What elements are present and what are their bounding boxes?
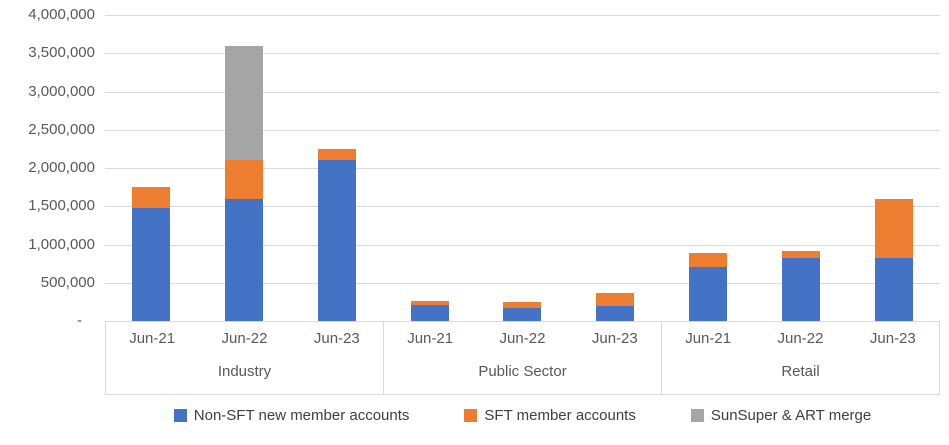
legend-swatch-icon (464, 409, 478, 422)
bar-segment (874, 198, 913, 259)
y-tick-label: 3,000,000 (28, 82, 95, 100)
x-axis-group: Jun-21 Jun-22 Jun-23 Public Sector (383, 322, 661, 394)
y-tick-label: 3,500,000 (28, 44, 95, 62)
bar-industry-jun-21 (132, 187, 171, 321)
legend-label: SunSuper & ART merge (710, 407, 872, 424)
bar-segment (317, 160, 356, 321)
bar-segment (781, 257, 820, 321)
y-tick-label: 2,500,000 (28, 120, 95, 138)
y-tick-label: 4,000,000 (28, 6, 95, 23)
month-label-row: Jun-21 Jun-22 Jun-23 (662, 322, 939, 355)
y-tick-label: - (77, 312, 82, 329)
month-label: Jun-23 (869, 330, 916, 347)
bar-segment (132, 207, 171, 321)
bar-industry-jun-23 (317, 148, 356, 321)
group-label: Retail (781, 363, 820, 380)
bar-retail-jun-21 (689, 252, 728, 321)
month-label: Jun-23 (313, 330, 360, 347)
legend-label: Non-SFT new member accounts (193, 407, 410, 424)
bar-group-public-sector (383, 15, 661, 321)
x-axis-group: Jun-21 Jun-22 Jun-23 Industry (106, 322, 383, 394)
legend: Non-SFT new member accounts SFT member ac… (105, 407, 940, 424)
bar-segment (596, 293, 635, 306)
month-label: Jun-22 (221, 330, 268, 347)
bar-segment (225, 198, 264, 321)
bar-group-retail (662, 15, 940, 321)
month-label: Jun-21 (129, 330, 176, 347)
gridline (105, 91, 940, 93)
month-label-row: Jun-21 Jun-22 Jun-23 (106, 322, 383, 355)
bar-segment (225, 46, 264, 161)
month-label: Jun-22 (777, 330, 824, 347)
bar-industry-jun-22 (225, 46, 264, 321)
bar-segment (689, 252, 728, 268)
month-label: Jun-21 (685, 330, 732, 347)
gridline (105, 129, 940, 131)
gridline (105, 15, 940, 16)
bar-segment (781, 250, 820, 258)
month-label-row: Jun-21 Jun-22 Jun-23 (384, 322, 661, 355)
legend-label: SFT member accounts (484, 407, 636, 424)
month-label: Jun-22 (499, 330, 546, 347)
bar-segment (410, 300, 449, 305)
bar-segment (503, 307, 542, 321)
bar-segment (596, 305, 635, 321)
x-axis-group: Jun-21 Jun-22 Jun-23 Retail (661, 322, 939, 394)
gridline (105, 168, 940, 169)
y-tick-label: 500,000 (40, 273, 95, 291)
bar-segment (874, 258, 913, 321)
bar-segment (225, 160, 264, 199)
plot-area (105, 15, 940, 321)
bar-segment (503, 301, 542, 308)
y-tick-label: 1,500,000 (28, 197, 95, 215)
bar-segment (317, 148, 356, 161)
legend-item: SunSuper & ART merge (690, 407, 872, 424)
gridline (105, 206, 940, 208)
legend-swatch-icon (690, 409, 704, 422)
gridline (105, 244, 940, 246)
bar-segment (132, 187, 171, 208)
bar-public-sector-jun-22 (503, 301, 542, 321)
y-tick-label: 1,000,000 (28, 235, 95, 253)
y-axis: 4,000,000 3,500,000 3,000,000 2,500,000 2,00… (0, 7, 95, 329)
group-label: Industry (217, 363, 272, 380)
gridline (105, 282, 940, 284)
bar-public-sector-jun-21 (410, 300, 449, 321)
month-label: Jun-21 (407, 330, 454, 347)
x-axis: Jun-21 Jun-22 Jun-23 Industry Jun-21 Jun-22 Ju… (105, 321, 940, 395)
bar-retail-jun-23 (874, 198, 913, 321)
legend-swatch-icon (173, 409, 187, 422)
bar-retail-jun-22 (781, 250, 820, 321)
legend-item: SFT member accounts (464, 407, 636, 424)
group-label: Public Sector (478, 363, 567, 380)
bar-public-sector-jun-23 (596, 293, 635, 321)
legend-item: Non-SFT new member accounts (173, 407, 410, 424)
bar-groups (105, 15, 940, 321)
bar-segment (410, 304, 449, 321)
bar-segment (689, 267, 728, 321)
gridline (105, 53, 940, 55)
bar-group-industry (105, 15, 383, 321)
month-label: Jun-23 (591, 330, 638, 347)
y-tick-label: 2,000,000 (28, 159, 95, 176)
